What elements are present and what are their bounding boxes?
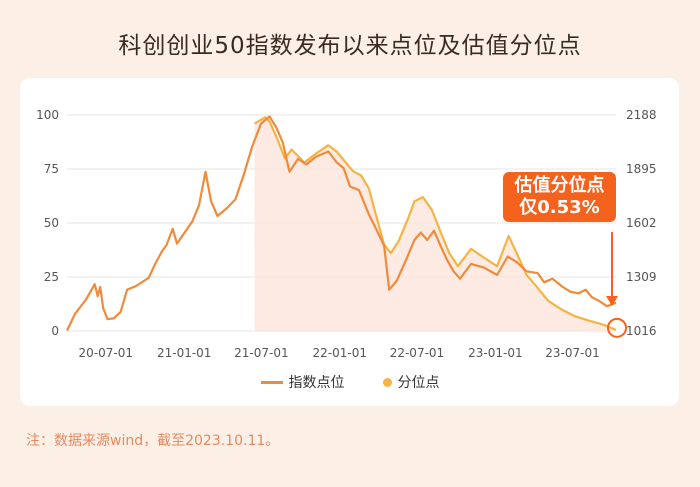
- chart-title: 科创创业50指数发布以来点位及估值分位点: [118, 33, 582, 59]
- annotation-arrow-head: [606, 296, 618, 306]
- y-left-tick-label: 100: [36, 108, 59, 122]
- callout-line1: 估值分位点: [514, 175, 605, 196]
- x-tick-label: 23-07-01: [545, 346, 599, 360]
- x-tick-label: 21-01-01: [157, 346, 211, 360]
- y-right-tick-label: 2188: [626, 108, 657, 122]
- y-left-tick-label: 0: [51, 324, 59, 338]
- y-right-tick-label: 1602: [626, 216, 657, 230]
- legend-item-index: 指数点位: [260, 372, 345, 392]
- x-tick-label: 20-07-01: [79, 346, 133, 360]
- callout-line2: 仅0.53%: [519, 197, 600, 218]
- legend-label-percentile: 分位点: [397, 375, 440, 391]
- x-tick-label: 21-07-01: [234, 346, 288, 360]
- y-left-tick-label: 50: [44, 216, 59, 230]
- percentile-shade-area: [254, 117, 616, 331]
- chart-legend: 指数点位 分位点: [0, 372, 700, 392]
- x-tick-label: 22-07-01: [390, 346, 444, 360]
- legend-label-index: 指数点位: [288, 375, 345, 391]
- x-tick-label: 23-01-01: [468, 346, 522, 360]
- y-left-tick-label: 25: [44, 270, 59, 284]
- y-right-tick-label: 1016: [626, 324, 657, 338]
- legend-item-percentile: 分位点: [382, 372, 440, 392]
- x-tick-label: 22-01-01: [313, 346, 367, 360]
- legend-dot-icon: [382, 377, 392, 387]
- y-right-tick-label: 1309: [626, 270, 657, 284]
- valuation-callout: 估值分位点 仅0.53%: [503, 172, 616, 222]
- legend-line-icon: [260, 380, 283, 384]
- percentile-series-line: [253, 116, 617, 331]
- annotation-circle: [607, 317, 627, 338]
- y-right-tick-label: 1895: [626, 162, 657, 176]
- source-note: 注：数据来源wind，截至2023.10.11。: [26, 433, 280, 449]
- y-left-tick-label: 75: [44, 162, 59, 176]
- index-series-line: [66, 115, 617, 332]
